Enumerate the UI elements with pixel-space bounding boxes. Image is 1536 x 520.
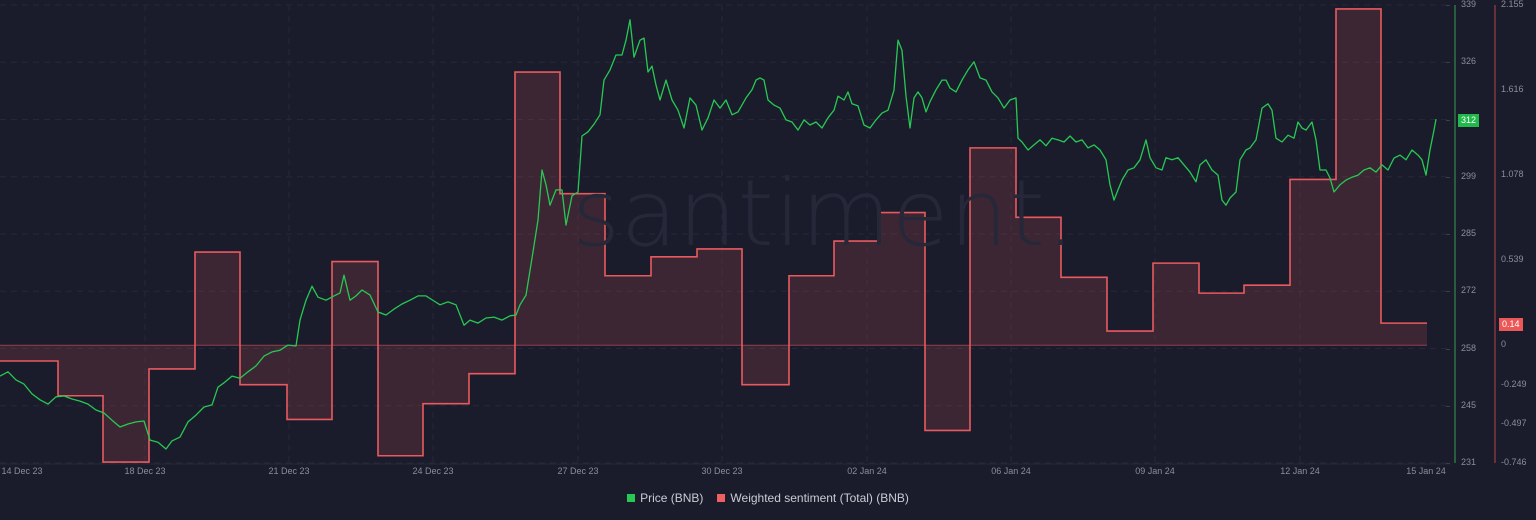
price-tick-mark [1446, 5, 1450, 6]
sentiment-tick-label: -0.249 [1501, 378, 1527, 389]
x-tick-label: 24 Dec 23 [412, 466, 454, 476]
x-tick-label: 18 Dec 23 [124, 466, 166, 476]
legend-item-sentiment[interactable]: Weighted sentiment (Total) (BNB) [717, 491, 909, 505]
sentiment-tick-label: 2.155 [1501, 0, 1524, 9]
price-tick-mark [1446, 119, 1450, 121]
price-swatch-icon [627, 494, 636, 502]
price-line [0, 19, 1437, 450]
sentiment-swatch-icon [717, 494, 726, 502]
x-tick-label: 02 Jan 24 [847, 466, 887, 476]
sentiment-area [0, 8, 1427, 463]
price-tick-label: 258 [1461, 342, 1477, 353]
x-tick-label: 06 Jan 24 [991, 466, 1031, 476]
price-tick-label: 299 [1461, 170, 1477, 181]
x-tick-label: 09 Jan 24 [1135, 466, 1175, 476]
price-tick-mark [1446, 405, 1450, 407]
price-tick-mark [1446, 62, 1450, 64]
x-tick-label: 14 Dec 23 [1, 466, 43, 476]
price-tick-mark [1446, 176, 1450, 178]
price-tick-label: 326 [1461, 56, 1477, 67]
sentiment-current-badge: 0.14 [1499, 318, 1523, 331]
price-tick-mark [1446, 348, 1450, 350]
x-tick-label: 21 Dec 23 [268, 466, 310, 476]
sentiment-series [0, 8, 1427, 463]
price-tick-label: 231 [1461, 457, 1477, 467]
legend-label-price: Price (BNB) [640, 491, 704, 505]
sentiment-tick-label: 1.616 [1501, 84, 1524, 95]
sentiment-tick-label: 0 [1501, 339, 1507, 350]
price-tick-mark [1446, 291, 1450, 293]
x-axis: 14 Dec 23 18 Dec 23 21 Dec 23 24 Dec 23 27 D… [0, 466, 1445, 480]
sentiment-line [0, 8, 1427, 463]
price-series [0, 19, 1437, 450]
x-tick-label: 30 Dec 23 [701, 466, 743, 476]
price-tick-label: 339 [1461, 0, 1477, 9]
price-tick-mark [1446, 463, 1450, 464]
x-tick-label: 27 Dec 23 [557, 466, 599, 476]
sentiment-tick-label: 1.078 [1501, 169, 1524, 180]
legend-item-price[interactable]: Price (BNB) [627, 491, 703, 505]
price-tick-label: 272 [1461, 285, 1477, 296]
price-tick-label: 245 [1461, 399, 1477, 410]
gridlines [0, 4, 1450, 465]
sentiment-tick-label: -0.746 [1501, 457, 1527, 467]
price-current-badge: 312 [1458, 114, 1480, 127]
x-tick-label: 15 Jan 24 [1406, 466, 1446, 476]
price-tick-mark [1446, 234, 1450, 235]
sentiment-tick-label: -0.497 [1501, 417, 1527, 428]
sentiment-tick-label: 0.539 [1501, 254, 1524, 265]
legend-label-sentiment: Weighted sentiment (Total) (BNB) [730, 491, 909, 505]
price-tick-label: 285 [1461, 228, 1477, 238]
x-tick-label: 12 Jan 24 [1280, 466, 1320, 476]
chart-legend: Price (BNB) Weighted sentiment (Total) (… [0, 491, 1536, 505]
